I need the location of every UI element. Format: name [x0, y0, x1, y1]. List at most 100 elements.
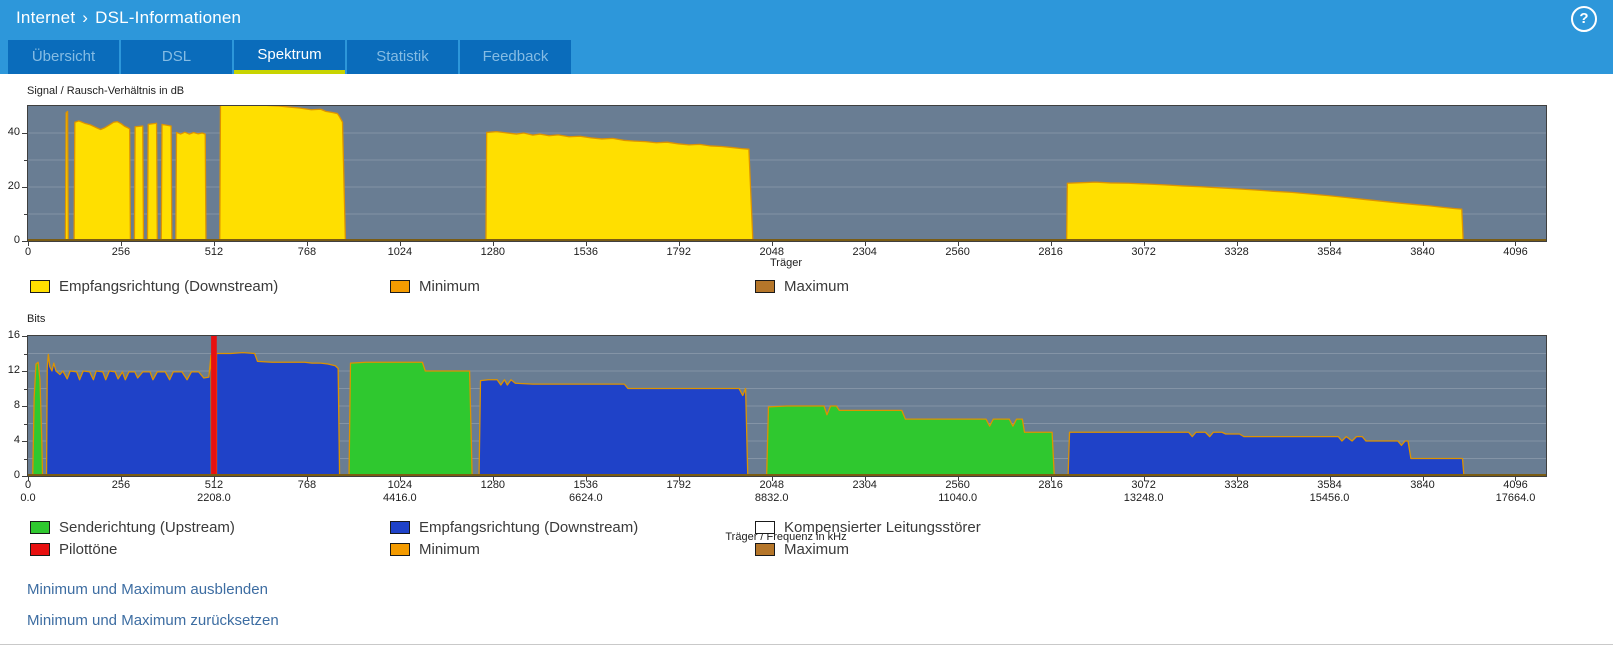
y-tick-label: 16: [7, 329, 20, 341]
x-tick-label: 1024: [387, 246, 413, 258]
y-minor-tick-mark: [24, 214, 27, 215]
x-frequency-label: 17664.0: [1495, 492, 1536, 504]
x-tick-mark: [957, 242, 959, 246]
snr-legend-swatch: [30, 280, 50, 293]
x-tick-mark: [864, 242, 866, 246]
x-frequency-label: 11040.0: [938, 492, 978, 504]
bits-legend-label: Kompensierter Leitungsstörer: [784, 519, 981, 536]
x-tick-label: 2304: [852, 479, 877, 491]
hide-minmax-link[interactable]: Minimum und Maximum ausblenden: [27, 581, 268, 598]
x-tick-label: 2560: [945, 246, 970, 258]
breadcrumb-section[interactable]: Internet: [16, 8, 76, 27]
y-minor-tick-mark: [24, 353, 27, 355]
x-tick-mark: [1050, 242, 1052, 246]
bits-legend-label: Minimum: [419, 541, 480, 558]
snr-plot-svg: [28, 106, 1546, 241]
x-tick-label: 2816: [1038, 246, 1063, 258]
x-tick-mark: [1422, 477, 1424, 481]
x-tick-mark: [1143, 477, 1145, 481]
x-tick-label: 2560: [945, 479, 970, 491]
x-tick-mark: [1236, 242, 1238, 246]
snr-x-axis-title: Träger: [770, 257, 802, 269]
bits-legend-label: Maximum: [784, 541, 850, 558]
tab-bar: Übersicht DSL Spektrum Statistik Feedback: [0, 37, 1613, 74]
x-tick-label: 768: [297, 479, 317, 491]
y-tick-mark: [22, 476, 27, 477]
y-tick-label: 0: [13, 469, 20, 481]
bits-chart: Bits Träger / Frequenz in kHz 0 4 8 12 16 0 25…: [0, 313, 1613, 548]
tab-statistik[interactable]: Statistik: [347, 40, 458, 74]
x-tick-mark: [492, 477, 494, 481]
x-frequency-label: 13248.0: [1123, 492, 1164, 504]
tab-feedback[interactable]: Feedback: [460, 40, 571, 74]
y-tick-label: 0: [13, 234, 20, 246]
x-tick-mark: [399, 242, 401, 246]
x-tick-mark: [585, 477, 587, 481]
bottom-divider: [0, 644, 1613, 645]
bits-plot-svg: [28, 336, 1546, 476]
x-tick-label: 3840: [1410, 479, 1435, 491]
y-minor-tick-mark: [24, 423, 27, 425]
bits-legend-swatch: [30, 521, 50, 534]
breadcrumb: Internet › DSL-Informationen: [16, 8, 241, 28]
snr-legend-label: Empfangsrichtung (Downstream): [59, 278, 279, 295]
x-tick-mark: [120, 477, 122, 481]
x-tick-mark: [957, 477, 959, 481]
snr-legend-label: Minimum: [419, 278, 480, 295]
x-tick-label: 1536: [573, 246, 599, 258]
x-tick-label: 4096: [1503, 479, 1528, 491]
help-icon[interactable]: ?: [1571, 6, 1597, 32]
snr-legend-label: Maximum: [784, 278, 850, 295]
x-tick-mark: [864, 477, 866, 481]
x-tick-label: 512: [204, 479, 224, 491]
y-tick-label: 8: [13, 399, 20, 411]
x-tick-mark: [1422, 242, 1424, 246]
bits-legend: Senderichtung (Upstream) Empfangsrichtung…: [0, 519, 1613, 565]
y-tick-mark: [22, 336, 27, 337]
x-tick-mark: [678, 242, 680, 246]
x-tick-label: 3072: [1131, 479, 1156, 491]
x-tick-label: 0: [24, 479, 32, 491]
x-tick-mark: [28, 242, 29, 246]
snr-legend-item: Minimum: [390, 278, 480, 295]
y-minor-tick-mark: [24, 388, 27, 390]
y-minor-tick-mark: [24, 458, 27, 460]
x-tick-mark: [1515, 242, 1517, 246]
bits-legend-item: Empfangsrichtung (Downstream): [390, 519, 638, 536]
x-tick-mark: [213, 477, 215, 481]
x-tick-mark: [678, 477, 680, 481]
x-tick-label: 512: [204, 246, 224, 258]
x-tick-mark: [771, 477, 773, 481]
x-tick-mark: [120, 242, 122, 246]
bits-legend-swatch: [30, 543, 50, 556]
x-tick-label: 1280: [480, 246, 506, 258]
x-tick-label: 768: [297, 246, 317, 258]
x-tick-label: 1024: [387, 479, 413, 491]
tab-uebersicht[interactable]: Übersicht: [8, 40, 119, 74]
tab-spektrum[interactable]: Spektrum: [234, 40, 345, 74]
x-tick-mark: [28, 477, 29, 481]
snr-legend-item: Empfangsrichtung (Downstream): [30, 278, 278, 295]
snr-chart: Signal / Rausch-Verhältnis in dB Träger …: [0, 85, 1613, 275]
x-frequency-label: 4416.0: [383, 492, 417, 504]
snr-legend-swatch: [390, 280, 410, 293]
x-tick-label: 2304: [852, 246, 877, 258]
reset-minmax-link[interactable]: Minimum und Maximum zurücksetzen: [27, 612, 279, 629]
x-tick-mark: [1143, 242, 1145, 246]
snr-plot-area: [27, 105, 1547, 242]
y-tick-label: 20: [7, 180, 20, 192]
x-tick-mark: [399, 477, 401, 481]
bits-legend-item: Kompensierter Leitungsstörer: [755, 519, 981, 536]
x-tick-label: 3328: [1224, 479, 1249, 491]
tab-dsl[interactable]: DSL: [121, 40, 232, 74]
bits-legend-swatch: [755, 521, 775, 534]
x-tick-label: 256: [111, 479, 131, 491]
x-frequency-label: 0.0: [20, 492, 36, 504]
x-tick-mark: [1329, 477, 1331, 481]
snr-legend-swatch: [755, 280, 775, 293]
bits-legend-item: Pilottöne: [30, 541, 117, 558]
bits-legend-label: Senderichtung (Upstream): [59, 519, 235, 536]
header-bar: Internet › DSL-Informationen ?: [0, 0, 1613, 37]
y-tick-mark: [22, 371, 27, 372]
